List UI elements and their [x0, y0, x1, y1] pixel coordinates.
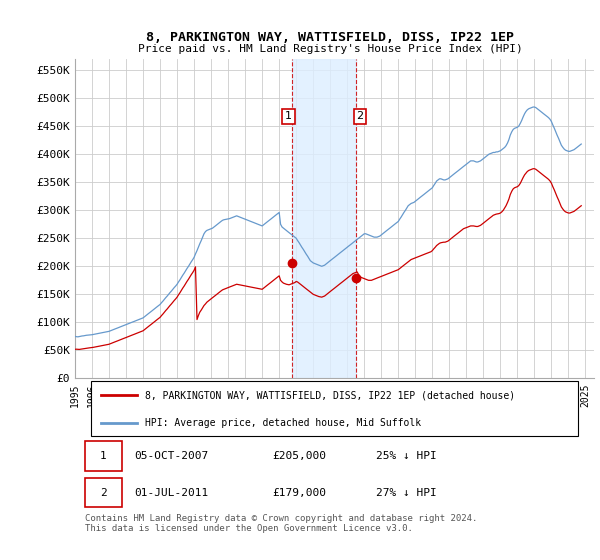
Text: 2: 2 [356, 111, 364, 122]
Text: 8, PARKINGTON WAY, WATTISFIELD, DISS, IP22 1EP (detached house): 8, PARKINGTON WAY, WATTISFIELD, DISS, IP… [145, 390, 515, 400]
Text: 05-OCT-2007: 05-OCT-2007 [134, 451, 209, 461]
FancyBboxPatch shape [85, 441, 122, 470]
Text: 25% ↓ HPI: 25% ↓ HPI [376, 451, 437, 461]
Text: £205,000: £205,000 [272, 451, 326, 461]
Text: 27% ↓ HPI: 27% ↓ HPI [376, 488, 437, 498]
Text: HPI: Average price, detached house, Mid Suffolk: HPI: Average price, detached house, Mid … [145, 418, 421, 428]
Text: 2: 2 [100, 488, 107, 498]
Text: Contains HM Land Registry data © Crown copyright and database right 2024.
This d: Contains HM Land Registry data © Crown c… [85, 514, 478, 533]
Text: £179,000: £179,000 [272, 488, 326, 498]
Text: 01-JUL-2011: 01-JUL-2011 [134, 488, 209, 498]
FancyBboxPatch shape [91, 381, 578, 436]
Text: 1: 1 [285, 111, 292, 122]
FancyBboxPatch shape [85, 478, 122, 507]
Text: 1: 1 [100, 451, 107, 461]
Text: Price paid vs. HM Land Registry's House Price Index (HPI): Price paid vs. HM Land Registry's House … [137, 44, 523, 54]
Bar [292, 59, 356, 379]
Text: 8, PARKINGTON WAY, WATTISFIELD, DISS, IP22 1EP: 8, PARKINGTON WAY, WATTISFIELD, DISS, IP… [146, 31, 514, 44]
